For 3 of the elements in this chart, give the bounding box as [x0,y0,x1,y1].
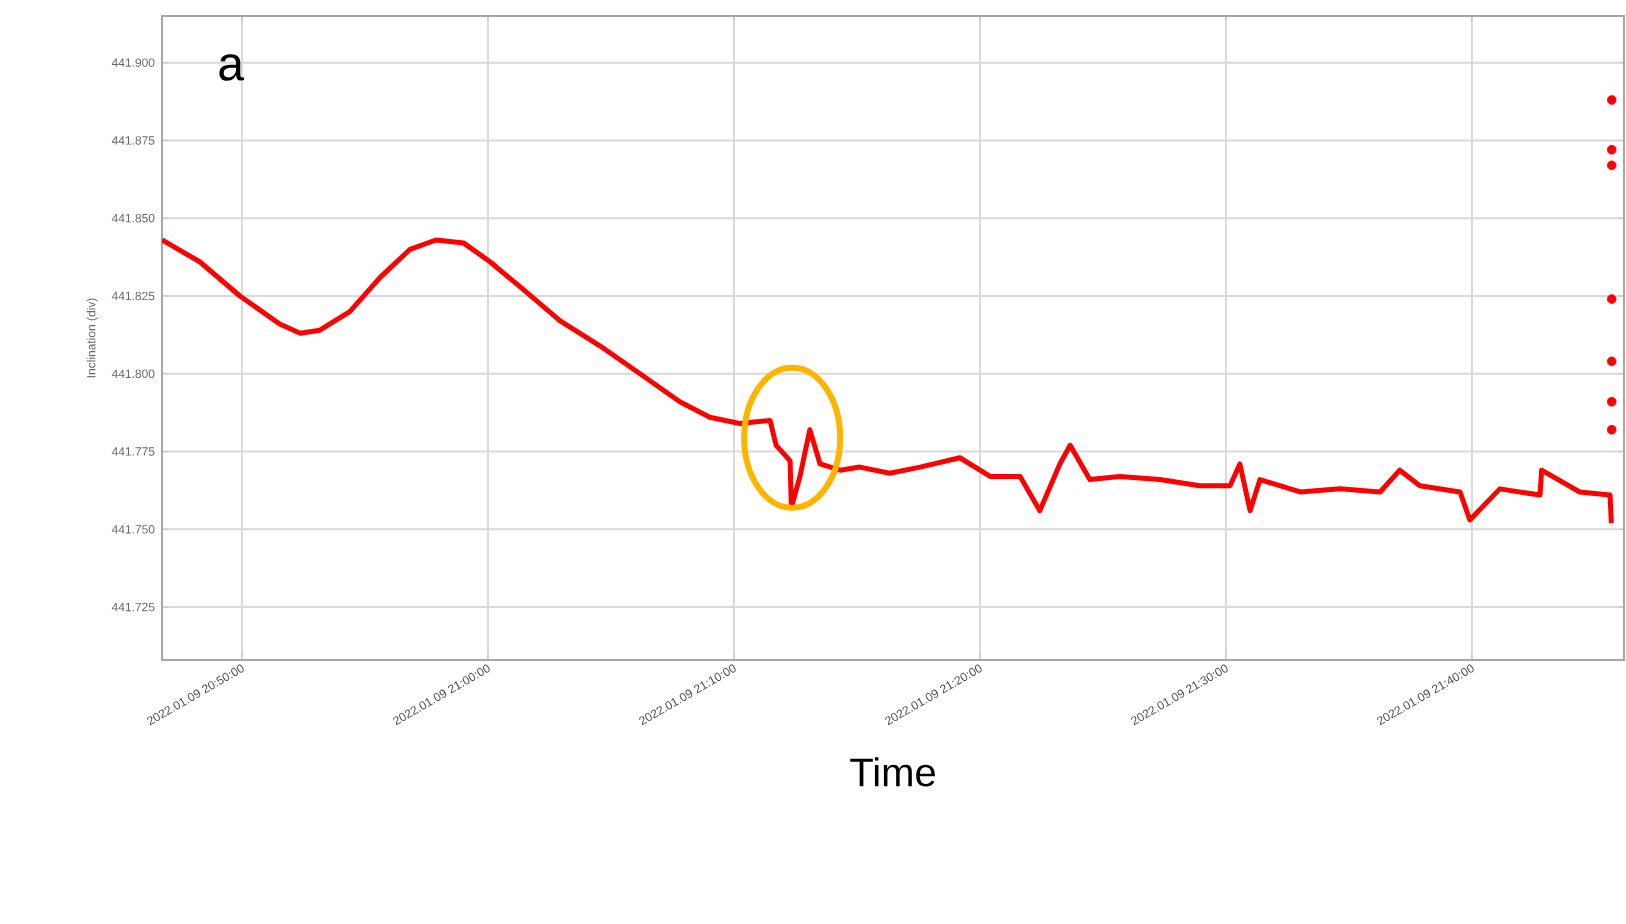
line-series [162,237,1614,526]
x-axis-title: Time [850,757,935,787]
annotation: a [219,54,245,81]
